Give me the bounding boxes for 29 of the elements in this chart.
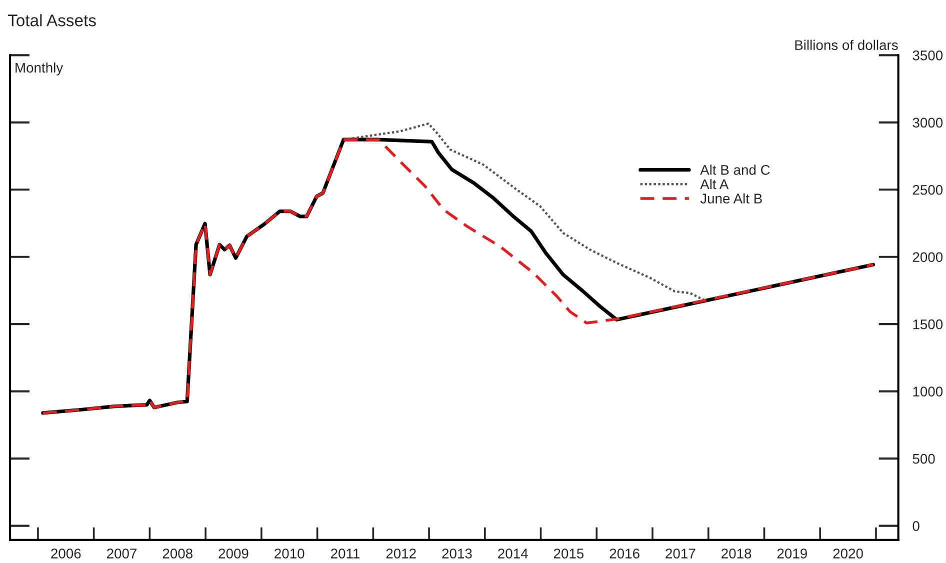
x-tick-label: 2017 (666, 548, 696, 558)
x-tick-label: 2015 (554, 548, 584, 558)
x-tick-label: 2011 (330, 548, 360, 558)
x-tick-label: 2020 (833, 548, 863, 558)
chart-title: Total Assets (8, 14, 96, 26)
x-tick-label: 2013 (442, 548, 472, 558)
x-tick-label: 2008 (162, 548, 192, 558)
x-tick-label: 2006 (51, 548, 81, 558)
y-tick-label: 1000 (913, 386, 943, 397)
y-tick-label: 2500 (912, 184, 943, 195)
y-tick-label: 2000 (912, 252, 943, 262)
annotation: Monthly (16, 62, 64, 76)
x-tick-label: 2010 (274, 548, 304, 558)
x-tick-label: 2007 (107, 548, 137, 558)
x-tick-label: 2014 (498, 548, 528, 558)
legend-label: Alt B and C (700, 164, 770, 175)
legend-label: June Alt B (700, 193, 762, 204)
y-tick-label: 3500 (912, 50, 943, 60)
y-tick-label: 500 (912, 454, 935, 464)
y-tick-label: 1500 (913, 319, 943, 330)
y-axis-title: Billions of dollars (795, 40, 898, 50)
y-tick-label: 0 (912, 521, 920, 531)
legend-label: Alt A (700, 178, 729, 190)
x-tick-label: 2018 (722, 548, 752, 558)
x-tick-label: 2016 (610, 548, 640, 558)
x-tick-label: 2019 (777, 548, 807, 558)
x-tick-label: 2009 (218, 548, 248, 558)
x-tick-label: 2012 (386, 548, 416, 558)
y-tick-label: 3000 (912, 118, 943, 128)
